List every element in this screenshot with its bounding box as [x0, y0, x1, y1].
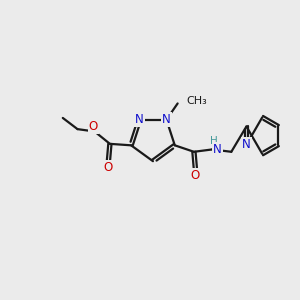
Text: O: O [191, 169, 200, 182]
Text: CH₃: CH₃ [186, 96, 207, 106]
Text: N: N [242, 138, 251, 151]
Text: O: O [88, 120, 98, 133]
Text: N: N [162, 113, 171, 126]
Text: O: O [104, 161, 113, 174]
Text: N: N [135, 113, 144, 126]
Text: N: N [213, 143, 222, 156]
Text: H: H [210, 136, 218, 146]
